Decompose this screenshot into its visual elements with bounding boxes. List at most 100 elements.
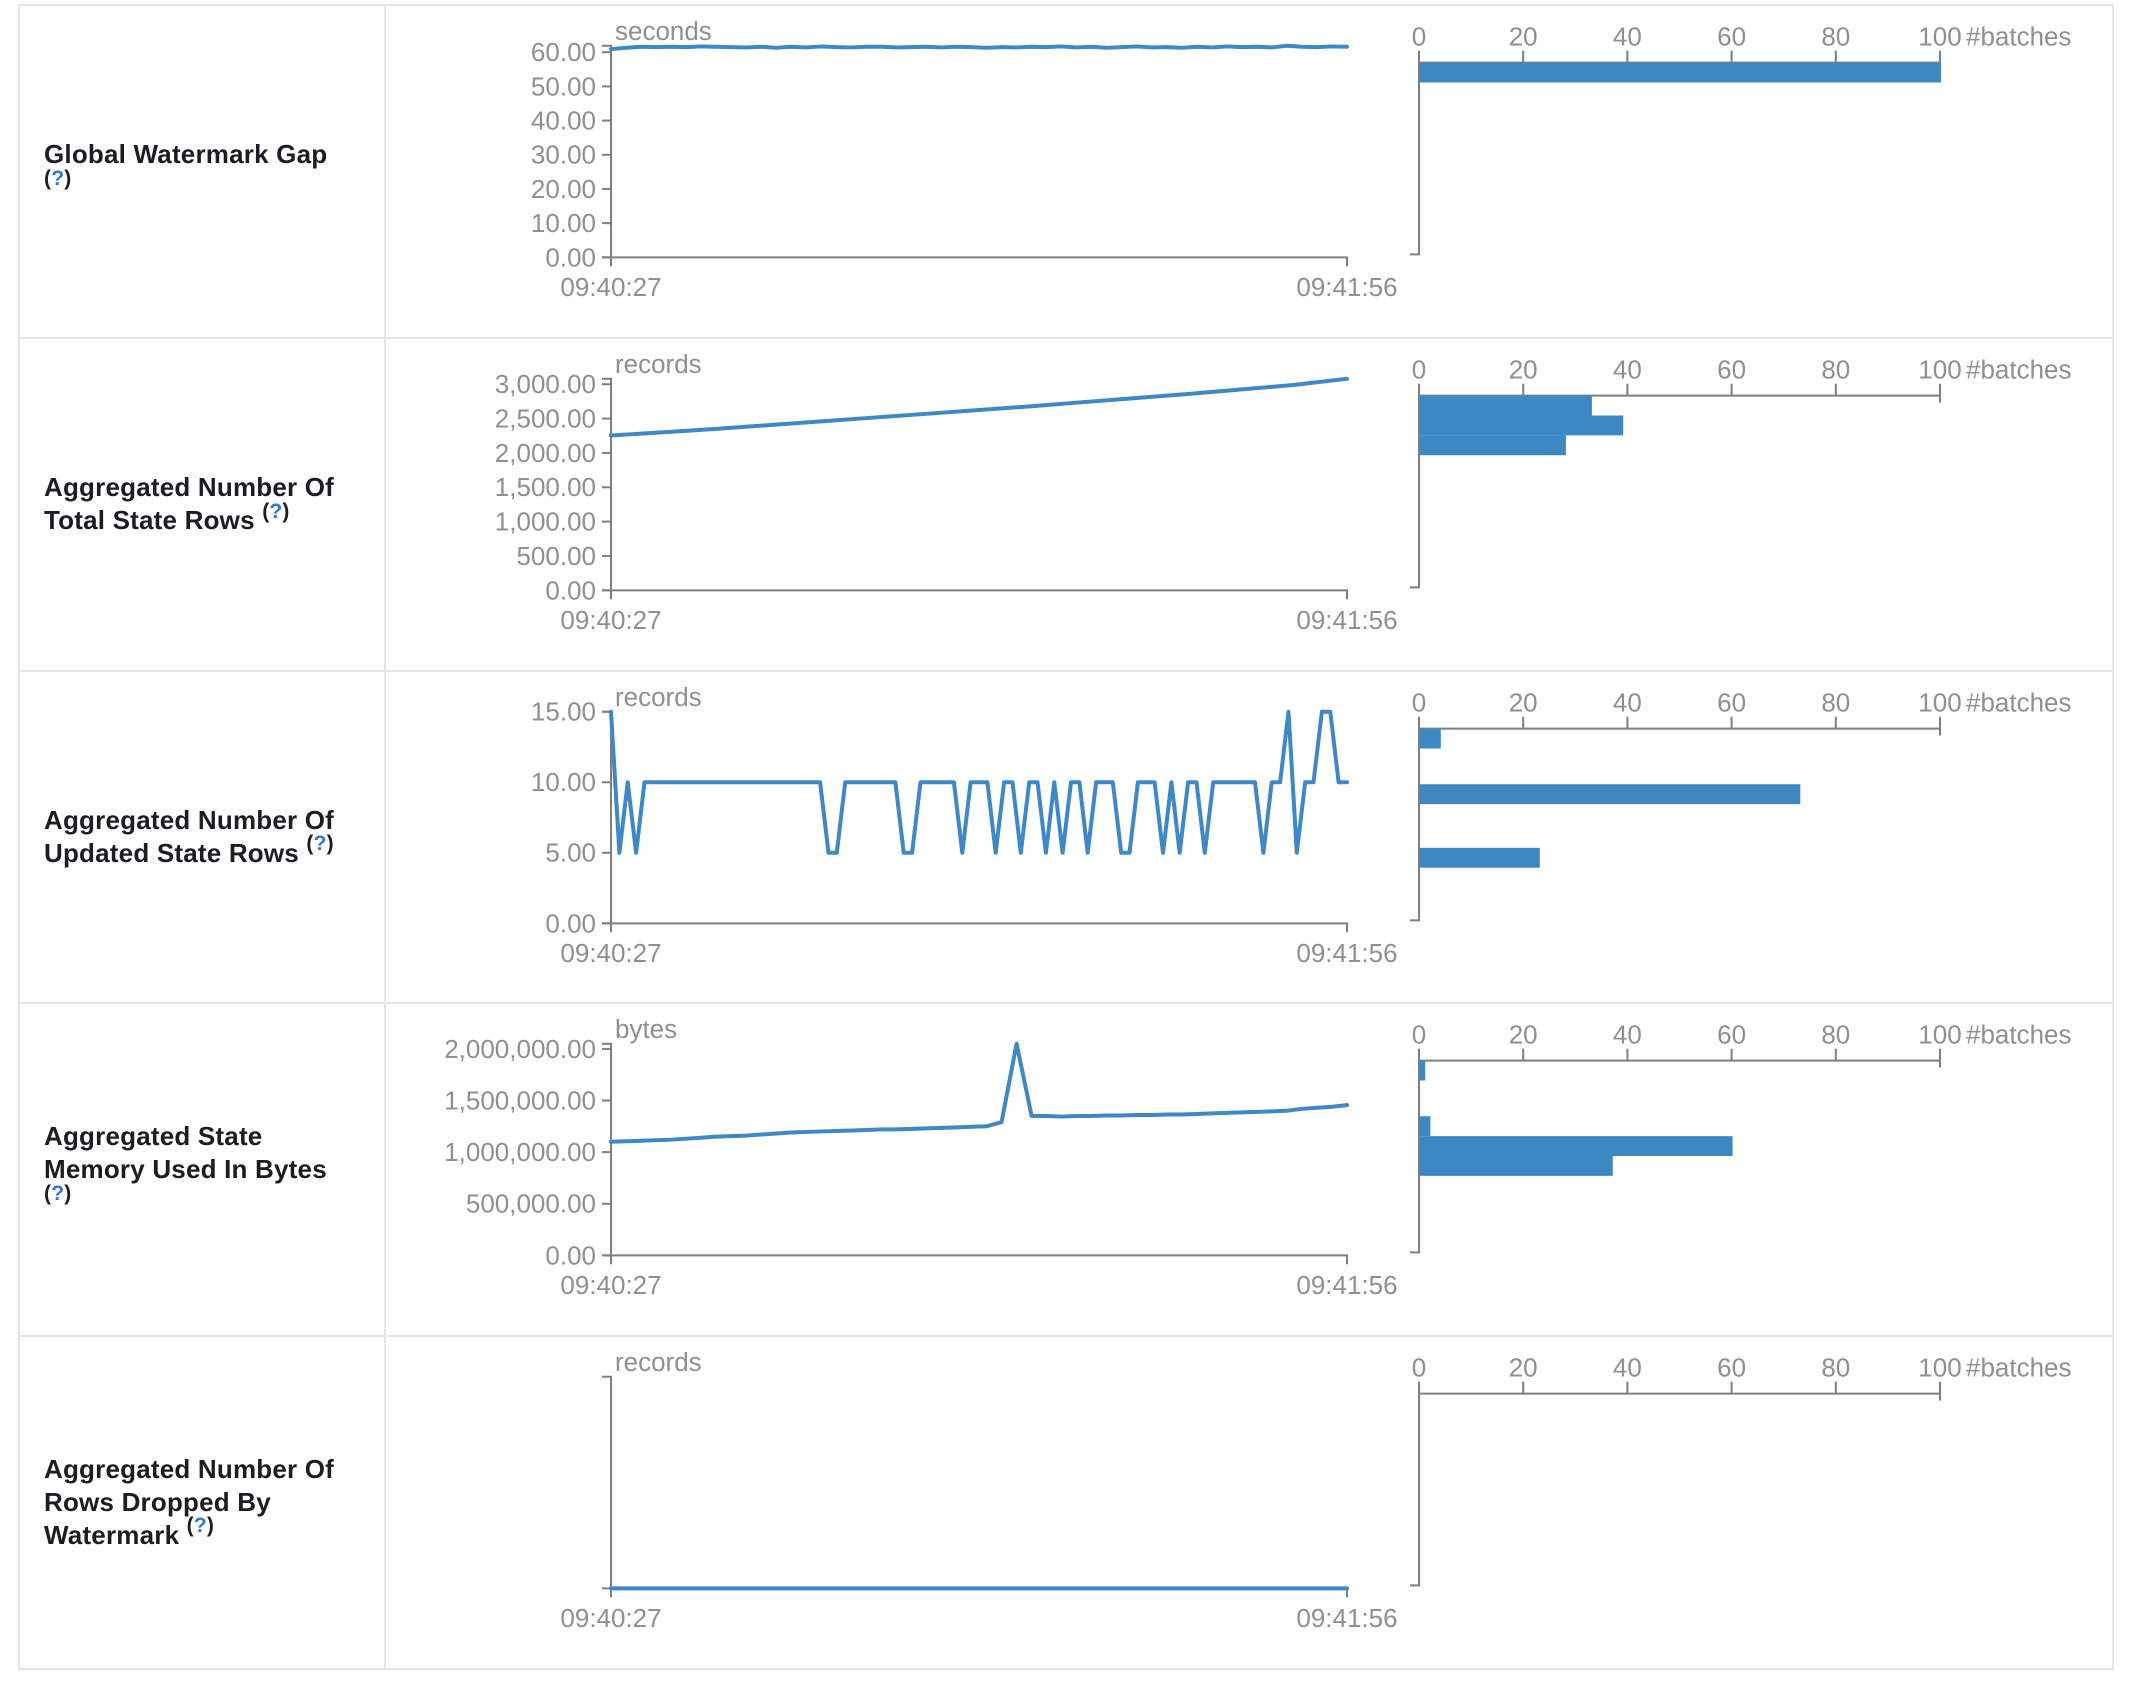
hist-bar: [1420, 1136, 1733, 1157]
hist-bar: [1420, 783, 1801, 804]
metric-label-line: Memory Used In Bytes: [44, 1153, 368, 1186]
y-tick-label: 10.00: [531, 210, 596, 238]
help-link[interactable]: ?: [269, 499, 283, 523]
timeline-chart: records 3,000.00 2,500.00 2,000.00 1,500.00 1…: [495, 351, 1398, 635]
time-end-label: 09:41:56: [1296, 607, 1397, 635]
hist-x-tick-label: 40: [1613, 1022, 1642, 1050]
hist-y-axis: [1410, 1061, 1420, 1254]
hist-x-axis: [1419, 394, 1941, 403]
hist-y-axis: [1410, 1393, 1420, 1587]
help-marker: (?): [44, 1182, 71, 1205]
hist-x-tick-label: 20: [1509, 357, 1538, 385]
help-paren-close: ): [64, 166, 72, 190]
metric-label-text: Watermark: [44, 1520, 180, 1551]
histogram-chart: 0 20 40 60 80 100 #batches: [1410, 24, 2072, 256]
hist-x-tick-label: 40: [1613, 24, 1642, 52]
hist-x-tick-label: 20: [1509, 1355, 1538, 1383]
y-tick-label: 2,000,000.00: [444, 1036, 596, 1064]
metric-charts-canvas: records 09:40:27 09:41:56 0 20 40 60 80 100 #batc…: [560, 1349, 2072, 1633]
hist-x-tick-label: 20: [1509, 1022, 1538, 1050]
histogram-chart: 0 20 40 60 80 100 #batches: [1410, 1022, 2072, 1254]
metric-label-line: Total State Rows (?): [44, 501, 368, 537]
timeline-series-line: [609, 376, 1349, 438]
help-marker: (?): [306, 832, 333, 855]
metric-label-line: (?): [44, 168, 368, 204]
hist-bar: [1420, 62, 1941, 83]
help-paren-open: (: [44, 166, 52, 190]
help-paren-close: ): [206, 1514, 215, 1538]
histogram-chart: 0 20 40 60 80 100 #batches: [1410, 357, 2072, 589]
hist-x-tick-label: 100: [1918, 1355, 1961, 1383]
metric-label-text: Aggregated Number Of: [44, 1454, 335, 1485]
help-paren-open: (: [44, 1181, 52, 1205]
metric-label-line: Aggregated Number Of: [44, 804, 368, 837]
metric-label-line: Aggregated Number Of: [44, 471, 368, 504]
hist-x-tick-label: 40: [1613, 1355, 1642, 1383]
metric-label-text: Aggregated State: [44, 1121, 263, 1152]
metric-label-text: Total State Rows: [44, 505, 255, 536]
hist-bar: [1420, 435, 1566, 456]
y-tick-label: 15.00: [531, 698, 596, 726]
y-tick-label: 2,500.00: [495, 405, 596, 433]
help-link[interactable]: ?: [51, 1181, 65, 1205]
y-tick-label: 0.00: [545, 244, 596, 272]
hist-bar: [1420, 1061, 1426, 1081]
metric-label-cell: Aggregated Number Of Rows Dropped By Water…: [20, 1337, 386, 1668]
help-paren-open: (: [262, 499, 270, 523]
metric-label-text: Memory Used In Bytes: [44, 1154, 327, 1185]
metric-label-cell: Aggregated Number Of Total State Rows (?): [20, 338, 386, 670]
metric-label-text: Aggregated Number Of: [44, 472, 335, 503]
hist-y-axis: [1410, 62, 1420, 256]
timeline-unit-label: records: [615, 1349, 702, 1377]
hist-x-axis: [1419, 1392, 1941, 1401]
y-tick-label: 40.00: [531, 108, 596, 136]
histogram-chart: 0 20 40 60 80 100 #batches: [1410, 689, 2072, 921]
histogram-chart: 0 20 40 60 80 100 #batches: [1410, 1355, 2072, 1587]
timeline-y-axis: [602, 1375, 612, 1590]
timeline-chart: records 09:40:27 09:41:56: [560, 1349, 1397, 1633]
y-tick-label: 0.00: [545, 577, 596, 605]
timeline-unit-label: records: [615, 683, 702, 711]
help-link[interactable]: ?: [313, 832, 327, 856]
y-tick-label: 20.00: [531, 176, 596, 204]
hist-x-tick-label: 100: [1918, 689, 1961, 717]
hist-x-tick-label: 60: [1717, 1022, 1746, 1050]
metric-charts-cell: seconds 60.00 50.00 40.00 30.00 20.00 10.00 0.0…: [386, 6, 2112, 337]
hist-unit-label: #batches: [1966, 689, 2072, 717]
time-end-label: 09:41:56: [1296, 940, 1397, 968]
metric-charts-canvas: seconds 60.00 50.00 40.00 30.00 20.00 10.00 0.0…: [531, 18, 2072, 302]
hist-x-tick-label: 0: [1412, 1355, 1426, 1383]
y-tick-label: 0.00: [545, 910, 596, 938]
help-link[interactable]: ?: [193, 1514, 207, 1538]
timeline-x-axis: [610, 256, 1348, 267]
time-start-label: 09:40:27: [560, 940, 661, 968]
timeline-y-axis: [602, 710, 612, 924]
help-link[interactable]: ?: [51, 166, 65, 190]
metric-label-text: Global Watermark Gap: [44, 139, 328, 170]
timeline-chart: seconds 60.00 50.00 40.00 30.00 20.00 10.00 0.0…: [531, 18, 1398, 302]
y-tick-label: 0.00: [545, 1243, 596, 1271]
y-tick-label: 1,500.00: [495, 474, 596, 502]
metric-label-line: Aggregated State: [44, 1120, 368, 1153]
metric-label-text: Updated State Rows: [44, 837, 299, 868]
y-tick-label: 10.00: [531, 769, 596, 797]
time-end-label: 09:41:56: [1296, 274, 1397, 302]
y-tick-label: 30.00: [531, 142, 596, 170]
streaming-metrics-table: Global Watermark Gap (?) seconds 60.00 50.00…: [18, 4, 2114, 1670]
hist-x-tick-label: 0: [1412, 689, 1426, 717]
timeline-x-axis: [610, 589, 1348, 600]
timeline-y-axis: [602, 377, 612, 592]
hist-x-tick-label: 80: [1821, 357, 1850, 385]
hist-x-tick-label: 20: [1509, 689, 1538, 717]
hist-unit-label: #batches: [1966, 1022, 2072, 1050]
time-start-label: 09:40:27: [560, 607, 661, 635]
help-paren-close: ): [64, 1181, 72, 1205]
hist-bar: [1420, 1116, 1431, 1137]
hist-bar: [1420, 728, 1441, 749]
metric-charts-cell: records 09:40:27 09:41:56 0 20 40 60 80 100 #batc…: [386, 1337, 2112, 1668]
hist-x-tick-label: 40: [1613, 357, 1642, 385]
metric-row: Aggregated Number Of Total State Rows (?)…: [20, 336, 2112, 670]
timeline-unit-label: seconds: [615, 18, 712, 46]
hist-unit-label: #batches: [1966, 357, 2072, 385]
